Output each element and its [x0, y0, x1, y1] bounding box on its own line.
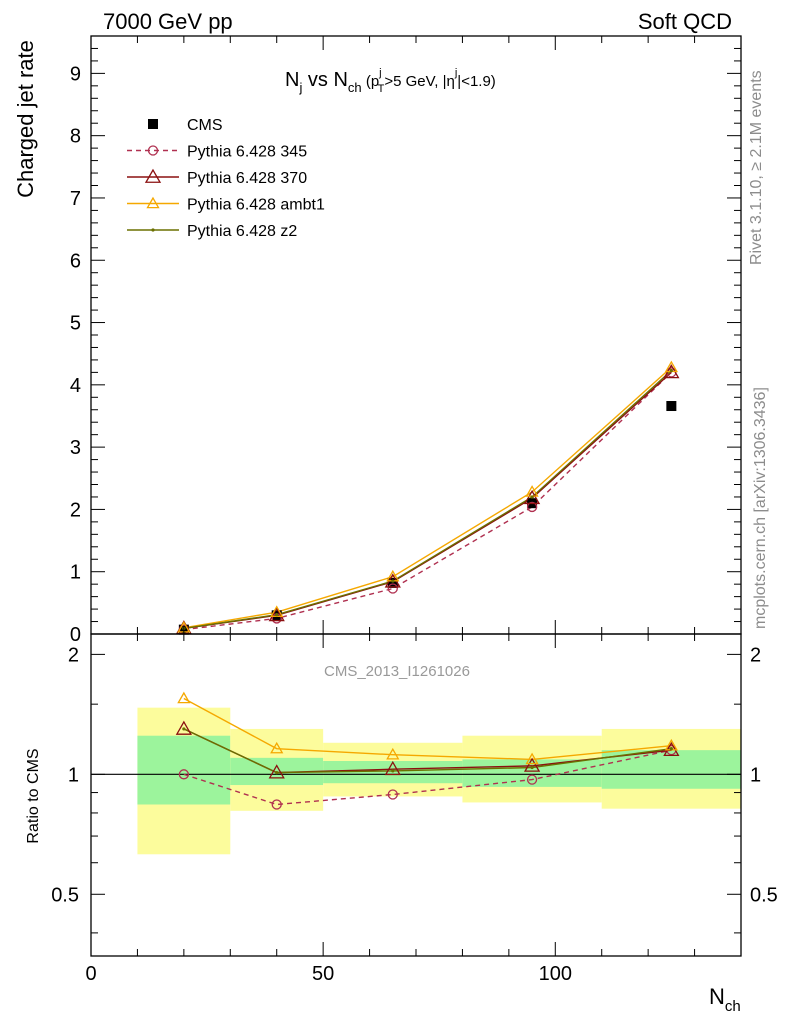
legend-label-pythia-6-428-370: Pythia 6.428 370 — [187, 170, 307, 187]
legend-marker-pythia-6-428-345 — [147, 145, 159, 156]
ratio-plot-panel: 0.5 0.5 1 1 2 2 0 50 100 Ratio to CMS — [25, 633, 778, 985]
uncertainty-band-inner — [601, 750, 741, 789]
x-tick-label: 100 — [539, 963, 572, 985]
ratio-point-pythia-6-428-ambt1 — [525, 752, 539, 765]
main-plot-panel: CMS_2013_I1261026 0 1 2 3 4 5 6 7 8 9 Nj vs Nch (… — [13, 35, 742, 680]
ratio-point-pythia-6-428-z2 — [182, 727, 186, 731]
main-y-tick-label: 1 — [70, 562, 81, 584]
ratio-point-pythia-6-428-370 — [268, 764, 285, 779]
main-y-tick-label: 7 — [70, 188, 81, 210]
plot-title: Nj vs Nch (pj T>5 GeV, |ηj|<1.9) — [285, 67, 496, 95]
main-y-axis-label: Charged jet rate — [13, 40, 38, 198]
data-point-pythia-6-428-z2 — [530, 495, 534, 499]
ratio-point-pythia-6-428-ambt1 — [386, 747, 400, 760]
legend-label-pythia-6-428-345: Pythia 6.428 345 — [187, 144, 307, 161]
ratio-point-pythia-6-428-370 — [384, 760, 401, 776]
ratio-line-pythia-6-428-345 — [183, 749, 672, 806]
ratio-point-pythia-6-428-ambt1 — [270, 741, 284, 754]
main-plot-area — [91, 36, 741, 634]
x-tick-label: 0 — [85, 963, 96, 985]
series-line-pythia-6-428-ambt1 — [183, 366, 672, 629]
ratio-point-pythia-6-428-ambt1 — [177, 691, 191, 704]
ratio-y-tick-label-right: 2 — [750, 644, 761, 666]
data-point-pythia-6-428-345 — [526, 501, 538, 513]
ratio-point-pythia-6-428-345 — [271, 799, 282, 810]
ratio-y-tick-label: 2 — [68, 644, 79, 666]
main-y-tick-label: 8 — [70, 126, 81, 148]
ratio-point-pythia-6-428-345 — [178, 769, 190, 780]
data-point-pythia-6-428-345 — [387, 583, 398, 594]
ratio-point-pythia-6-428-z2 — [669, 747, 673, 751]
legend-label-cms: CMS — [187, 117, 223, 134]
data-point-cms — [387, 577, 398, 588]
main-y-tick-label: 3 — [70, 437, 81, 459]
main-y-tick-label: 9 — [70, 63, 81, 85]
ratio-point-pythia-6-428-345 — [387, 789, 398, 800]
data-point-pythia-6-428-370 — [523, 489, 541, 505]
ratio-y-tick-label: 0.5 — [51, 884, 79, 906]
legend-marker-pythia-6-428-370 — [144, 168, 162, 183]
data-point-pythia-6-428-z2 — [391, 579, 395, 583]
ratio-y-tick-label-right: 1 — [750, 764, 761, 786]
ratio-point-pythia-6-428-370 — [175, 720, 192, 735]
energy-label: 7000 GeV pp — [103, 9, 233, 34]
data-point-pythia-6-428-ambt1 — [270, 605, 284, 617]
data-point-cms — [666, 401, 677, 412]
legend-marker-cms — [148, 119, 158, 129]
data-point-pythia-6-428-z2 — [669, 368, 673, 373]
process-label: Soft QCD — [638, 9, 732, 34]
rivet-version-label: Rivet 3.1.10, ≥ 2.1M events — [748, 70, 765, 265]
ratio-point-pythia-6-428-z2 — [391, 769, 395, 773]
main-y-tick-label: 5 — [70, 313, 81, 335]
legend-marker-pythia-6-428-ambt1 — [146, 196, 160, 209]
ratio-line-pythia-6-428-ambt1 — [183, 697, 672, 761]
data-point-pythia-6-428-370 — [268, 607, 285, 622]
main-y-tick-label: 0 — [70, 624, 81, 646]
legend: CMS Pythia 6.428 345 Pythia 6.428 370 Pythi… — [127, 117, 325, 240]
mcplots-reference-label: mcplots.cern.ch [arXiv:1306.3436] — [752, 387, 769, 629]
main-y-tick-label: 4 — [70, 375, 81, 397]
ratio-y-tick-label-right: 0.5 — [750, 884, 778, 906]
ratio-y-tick-label: 1 — [68, 764, 79, 786]
legend-marker-pythia-6-428-z2 — [151, 228, 155, 232]
data-point-pythia-6-428-z2 — [275, 613, 279, 617]
ratio-point-pythia-6-428-z2 — [275, 771, 279, 775]
legend-label-pythia-6-428-ambt1: Pythia 6.428 ambt1 — [187, 197, 325, 214]
ratio-y-axis-label: Ratio to CMS — [25, 748, 42, 843]
legend-label-pythia-6-428-z2: Pythia 6.428 z2 — [187, 223, 297, 240]
x-axis-label: Nch — [709, 984, 741, 1015]
ratio-point-pythia-6-428-z2 — [530, 765, 534, 770]
ratio-point-pythia-6-428-345 — [526, 774, 538, 785]
ratio-point-pythia-6-428-370 — [523, 757, 541, 772]
main-y-tick-label: 6 — [70, 250, 81, 272]
main-y-tick-label: 2 — [70, 499, 81, 521]
x-tick-label: 50 — [312, 963, 334, 985]
analysis-watermark: CMS_2013_I1261026 — [324, 663, 470, 680]
